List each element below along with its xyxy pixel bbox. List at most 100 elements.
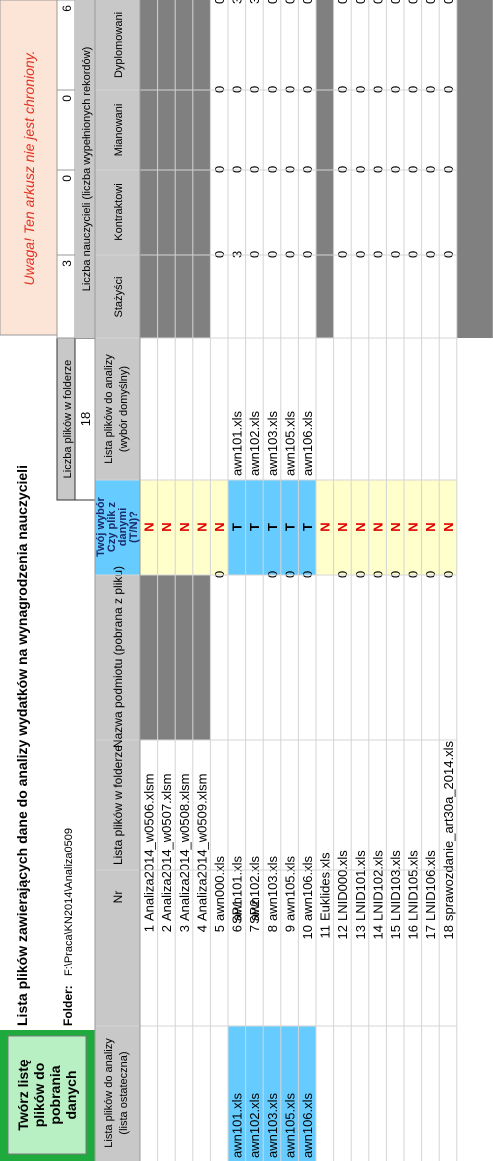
choice-cell[interactable]: N: [142, 522, 157, 531]
summary-blocked-bg: [192, 0, 211, 338]
file-name-cell: awn102.xls: [247, 855, 262, 921]
mianowani-cell: 0: [265, 86, 280, 93]
kontraktowi-cell: 0: [335, 166, 350, 173]
dyplomowani-cell: 0: [441, 0, 456, 4]
choice-cell-bg: [192, 480, 211, 575]
choice-cell[interactable]: N: [335, 522, 350, 531]
choice-cell[interactable]: T: [300, 523, 315, 531]
table-row: 4 Analiza2014_w0509.xlsm N: [194, 522, 209, 932]
header-summary-bg: [95, 0, 140, 338]
header-choice-bg: [95, 480, 140, 575]
teacher-summary-label-bg: [75, 0, 95, 338]
choice-cell[interactable]: T: [282, 523, 297, 531]
choice-cell[interactable]: N: [212, 522, 227, 531]
dyplomowani-cell: 0: [300, 0, 315, 4]
choice-cell[interactable]: N: [441, 522, 456, 531]
file-name-cell: awn000.xls: [212, 855, 227, 921]
table-row: 2 Analiza2014_w0507.xlsm N: [159, 522, 174, 932]
row-number: 16: [406, 925, 421, 939]
stazysci-cell: 0: [282, 251, 297, 258]
header-default-bg: [95, 338, 140, 480]
default-list-cell: awn105.xls: [282, 410, 297, 476]
header-final-bg: [95, 870, 140, 1161]
table-row: 5 awn000.xls 0 N 0 0 0 0: [212, 0, 227, 932]
choice-cell[interactable]: N: [423, 522, 438, 531]
teacher-count-cell: [56, 0, 76, 91]
teacher-count-value: 0: [60, 175, 74, 182]
row-number: 2: [159, 925, 174, 932]
header-choice: danymi: [117, 508, 129, 547]
header-choice: (T/N)?: [128, 511, 140, 543]
default-list-cell: awn102.xls: [247, 410, 262, 476]
kontraktowi-cell: 0: [370, 166, 385, 173]
table-row: 3 Analiza2014_w0508.xlsm N: [177, 522, 192, 932]
kontraktowi-cell: 0: [282, 166, 297, 173]
kontraktowi-cell: 0: [406, 166, 421, 173]
choice-cell-bg: [386, 480, 404, 575]
file-name-cell: Analiza2014_w0507.xlsm: [159, 774, 174, 921]
row-number: 17: [423, 925, 438, 939]
choice-cell[interactable]: N: [177, 522, 192, 531]
page-title: Lista plików zawierających dane do anali…: [14, 465, 30, 1026]
choice-cell[interactable]: T: [230, 523, 245, 531]
header-final-list: Lista plików do analizy: [103, 1038, 115, 1148]
header-file-bg: [95, 740, 140, 870]
row-number: 6: [230, 925, 245, 932]
choice-cell-bg: [439, 480, 457, 575]
entity-cell: SP2: [247, 899, 262, 924]
choice-cell[interactable]: N: [388, 522, 403, 531]
choice-cell-bg: [263, 480, 281, 575]
mianowani-cell: 0: [388, 86, 403, 93]
choice-cell-bg: [368, 480, 387, 575]
row-number: 14: [370, 925, 385, 939]
stazysci-cell: 0: [247, 251, 262, 258]
dyplomowani-cell: 0: [335, 0, 350, 4]
table-row: 11 Euklides.xls N: [318, 522, 333, 938]
entity-zero-cell: 0: [370, 571, 385, 578]
dyplomowani-cell: 0: [282, 0, 297, 4]
header-files: Lista plików w folderze: [111, 745, 125, 865]
kontraktowi-cell: 0: [230, 166, 245, 173]
choice-cell[interactable]: N: [370, 522, 385, 531]
row-number: 11: [318, 925, 333, 939]
row-number: 1: [142, 925, 157, 932]
row-number: 18: [441, 925, 456, 939]
choice-cell[interactable]: N: [406, 522, 421, 531]
choice-cell[interactable]: T: [265, 523, 280, 531]
header-default-list: Lista plików do analizy: [103, 354, 115, 464]
choice-cell[interactable]: N: [318, 522, 333, 531]
choice-cell[interactable]: T: [247, 523, 262, 531]
stazysci-cell: 0: [300, 251, 315, 258]
dyplomowani-cell: 0: [370, 0, 385, 4]
create-list-button[interactable]: Twórz listę plików do pobrania danych: [7, 1035, 87, 1155]
choice-cell[interactable]: N: [159, 522, 174, 531]
stazysci-cell: 0: [441, 251, 456, 258]
header-choice: Twój wybór: [95, 496, 107, 556]
header-kontraktowi: Kontraktowi: [113, 183, 125, 240]
entity-zero-cell: 0: [441, 571, 456, 578]
table-row: 1 Analiza2014_w0506.xlsm N: [142, 522, 157, 932]
file-name-cell: LNID106.xls: [423, 850, 438, 921]
final-cell-bg: [245, 1026, 264, 1161]
choice-cell[interactable]: N: [353, 522, 368, 531]
file-name-cell: awn106.xls: [300, 855, 315, 921]
choice-cell-bg: [298, 480, 316, 575]
entity-zero-cell: 0: [212, 571, 227, 578]
dyplomowani-cell: 0: [353, 0, 368, 4]
mianowani-cell: 0: [247, 86, 262, 93]
entity-zero-cell: 0: [265, 571, 280, 578]
table-row: 13 LNID101.xls 0 N 0 0 0 0: [353, 0, 368, 939]
choice-cell-bg: [157, 480, 176, 575]
teacher-count-value: 3: [60, 260, 74, 267]
table-row: 14 LNID102.xls 0 N 0 0 0 0: [370, 0, 385, 939]
teacher-count-value: 6: [60, 5, 74, 12]
file-name-cell: LNID101.xls: [353, 850, 368, 921]
teacher-summary-label: Liczba nauczycieli (liczba wypełnionych …: [81, 47, 93, 292]
choice-cell[interactable]: N: [194, 522, 209, 531]
kontraktowi-cell: 0: [300, 166, 315, 173]
entity-zero-cell: 0: [388, 571, 403, 578]
